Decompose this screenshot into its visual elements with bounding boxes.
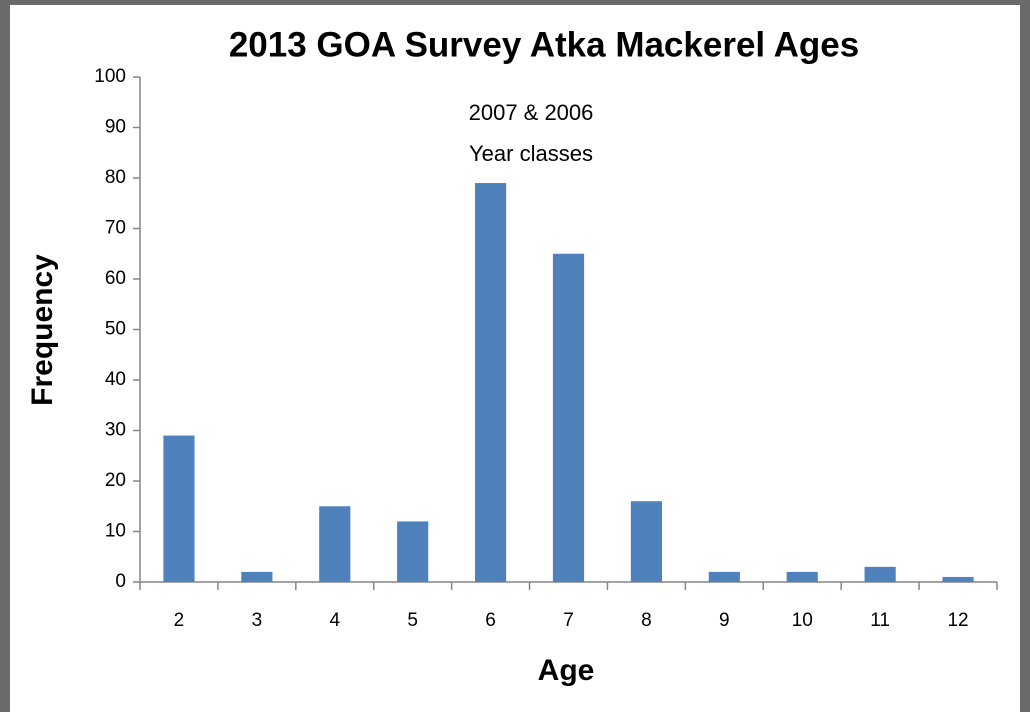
y-tick-label: 0 bbox=[115, 571, 126, 592]
bar bbox=[942, 576, 974, 582]
bar bbox=[319, 506, 351, 582]
bar bbox=[864, 566, 896, 582]
bar bbox=[630, 501, 662, 582]
y-tick-label: 70 bbox=[105, 218, 126, 239]
x-tick-label: 10 bbox=[792, 610, 813, 631]
x-tick-label: 6 bbox=[485, 610, 496, 631]
x-tick-label: 8 bbox=[641, 610, 652, 631]
x-tick-label: 12 bbox=[947, 610, 968, 631]
x-tick-label: 4 bbox=[329, 610, 340, 631]
y-tick-label: 40 bbox=[105, 369, 126, 390]
x-tick-label: 9 bbox=[719, 610, 730, 631]
bar bbox=[708, 571, 740, 582]
x-tick-label: 11 bbox=[870, 610, 890, 631]
x-tick-label: 3 bbox=[252, 610, 263, 631]
x-tick-label: 2 bbox=[174, 610, 185, 631]
y-tick-label: 30 bbox=[105, 420, 126, 441]
y-tick-label: 90 bbox=[105, 117, 126, 138]
chart-background bbox=[10, 5, 1020, 712]
annotation: 2007 & 2006 bbox=[469, 100, 594, 125]
y-tick-label: 50 bbox=[105, 319, 126, 340]
x-tick-label: 7 bbox=[563, 610, 574, 631]
y-tick-label: 80 bbox=[105, 167, 126, 188]
x-axis-label: Age bbox=[538, 654, 595, 687]
bar bbox=[475, 183, 507, 583]
bar bbox=[397, 521, 429, 582]
bar bbox=[241, 571, 273, 582]
bar bbox=[786, 571, 818, 582]
chart-title: 2013 GOA Survey Atka Mackerel Ages bbox=[229, 25, 859, 64]
y-axis-label: Frequency bbox=[26, 254, 59, 406]
bar bbox=[163, 435, 195, 582]
y-tick-label: 60 bbox=[105, 268, 126, 289]
y-tick-label: 10 bbox=[105, 521, 126, 542]
x-tick-label: 5 bbox=[407, 610, 418, 631]
y-tick-label: 20 bbox=[105, 470, 126, 491]
bar bbox=[552, 253, 585, 582]
y-tick-label: 100 bbox=[94, 66, 126, 87]
annotation: Year classes bbox=[469, 141, 593, 166]
